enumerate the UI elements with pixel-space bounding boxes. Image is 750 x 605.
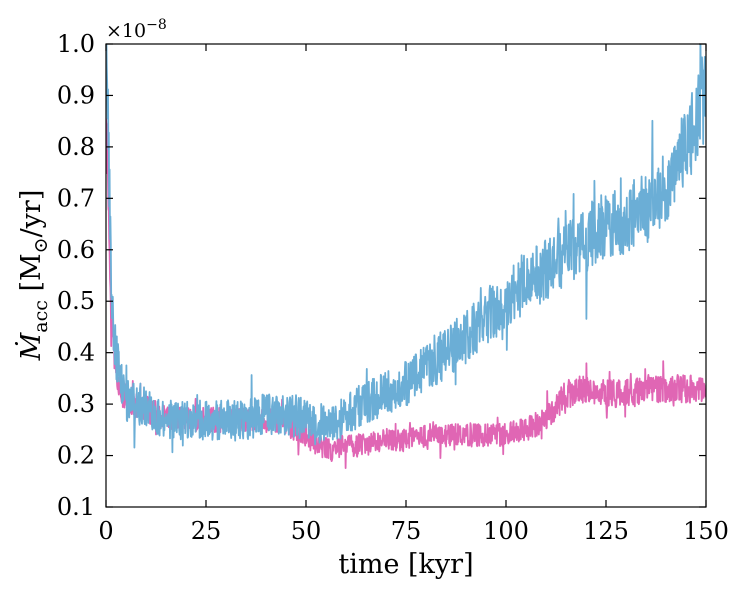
x-axis-title: time [kyr] bbox=[338, 549, 473, 580]
y-axis: 0.1 0.2 0.3 0.4 0.5 0.6 0.7 0.8 0.9 1.0 bbox=[57, 30, 706, 521]
y-axis-title: Ṁacc [M⊙/yr] bbox=[14, 190, 52, 362]
y-tick-label: 1.0 bbox=[57, 30, 95, 58]
x-tick-label: 75 bbox=[391, 517, 422, 545]
y-tick-label: 0.6 bbox=[57, 236, 95, 264]
y-axis-unit-open: [M bbox=[16, 253, 47, 300]
y-tick-label: 0.1 bbox=[57, 493, 95, 521]
series-line-2 bbox=[106, 44, 706, 454]
y-tick-label: 0.4 bbox=[57, 339, 95, 367]
y-tick-label: 0.3 bbox=[57, 390, 95, 418]
y-axis-unit-sub: ⊙ bbox=[30, 237, 52, 253]
y-offset-base: ×10 bbox=[106, 20, 146, 42]
x-tick-label: 125 bbox=[583, 517, 629, 545]
x-tick-label: 50 bbox=[291, 517, 322, 545]
y-tick-label: 0.2 bbox=[57, 442, 95, 470]
y-axis-subscript: acc bbox=[30, 300, 52, 333]
y-tick-label: 0.8 bbox=[57, 133, 95, 161]
x-axis: 0 25 50 75 100 125 150 bbox=[98, 44, 729, 545]
x-tick-label: 25 bbox=[191, 517, 222, 545]
x-tick-label: 0 bbox=[98, 517, 113, 545]
y-offset-exponent: −8 bbox=[146, 17, 167, 33]
y-tick-label: 0.7 bbox=[57, 184, 95, 212]
x-tick-label: 100 bbox=[483, 517, 529, 545]
y-tick-label: 0.5 bbox=[57, 287, 95, 315]
y-tick-label: 0.9 bbox=[57, 81, 95, 109]
y-offset-text: ×10−8 bbox=[106, 17, 167, 42]
y-axis-symbol: Ṁ bbox=[14, 331, 47, 361]
x-tick-label: 150 bbox=[683, 517, 729, 545]
y-axis-unit-close: /yr] bbox=[16, 190, 47, 238]
series-layer bbox=[106, 44, 706, 470]
